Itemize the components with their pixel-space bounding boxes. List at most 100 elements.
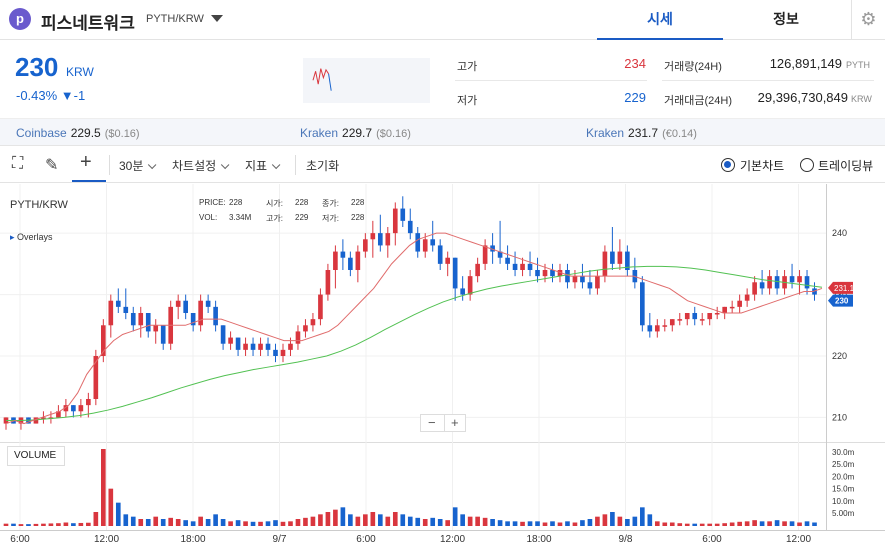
candle-body[interactable] [565, 270, 570, 283]
candle-body[interactable] [602, 251, 608, 277]
candle-body[interactable] [617, 251, 623, 264]
candle-body[interactable] [422, 239, 428, 252]
candle-body[interactable] [430, 239, 436, 246]
candle-body[interactable] [325, 270, 331, 295]
candle-body[interactable] [737, 300, 742, 307]
candle-body[interactable] [490, 245, 495, 252]
candle-body[interactable] [377, 233, 383, 246]
candle-body[interactable] [115, 300, 121, 307]
candle-body[interactable] [759, 282, 765, 289]
reset-button[interactable]: 초기화 [306, 159, 340, 173]
candle-body[interactable] [647, 325, 653, 332]
candle-body[interactable] [310, 319, 316, 326]
chevron-down-icon[interactable] [211, 15, 223, 22]
candle-body[interactable] [71, 405, 76, 412]
indicators-menu[interactable]: 지표 [245, 157, 281, 174]
exchange-item[interactable]: Kraken 229.7 ($0.16) [300, 126, 411, 140]
candle-body[interactable] [744, 294, 750, 301]
exchange-item[interactable]: Coinbase 229.5 ($0.16) [16, 126, 140, 140]
candle-body[interactable] [669, 319, 675, 326]
candle-body[interactable] [145, 313, 151, 332]
candle-body[interactable] [452, 257, 458, 289]
candle-body[interactable] [348, 257, 353, 270]
candle-body[interactable] [56, 411, 61, 418]
candle-body[interactable] [250, 343, 256, 350]
candle-body[interactable] [707, 313, 713, 320]
candle-body[interactable] [33, 417, 39, 424]
volume-toggle[interactable]: VOLUME [7, 446, 65, 466]
candle-body[interactable] [160, 325, 166, 344]
candle-body[interactable] [123, 306, 129, 313]
candle-body[interactable] [767, 276, 772, 289]
candle-body[interactable] [692, 313, 698, 320]
candle-body[interactable] [572, 276, 578, 283]
candle-body[interactable] [774, 276, 780, 289]
candle-body[interactable] [258, 343, 263, 350]
candle-body[interactable] [640, 282, 645, 326]
radio-basic-chart[interactable] [721, 158, 735, 172]
candle-body[interactable] [265, 343, 271, 350]
candle-body[interactable] [722, 306, 727, 313]
candle-body[interactable] [729, 306, 735, 309]
candle-body[interactable] [445, 257, 451, 264]
candle-body[interactable] [595, 276, 600, 289]
coin-name[interactable]: 피스네트워크 [41, 14, 135, 33]
candle-body[interactable] [392, 208, 398, 234]
candle-body[interactable] [797, 276, 802, 283]
candle-body[interactable] [190, 313, 196, 326]
candle-body[interactable] [41, 417, 46, 419]
candle-body[interactable] [527, 263, 533, 270]
candle-body[interactable] [804, 276, 810, 289]
exchange-item[interactable]: Kraken 231.7 (€0.14) [586, 126, 697, 140]
tab-info[interactable]: 정보 [773, 11, 799, 27]
candle-body[interactable] [662, 325, 668, 327]
candle-body[interactable] [213, 306, 218, 326]
candle-body[interactable] [235, 337, 241, 350]
candle-body[interactable] [460, 288, 465, 295]
candle-body[interactable] [153, 325, 159, 332]
gear-icon[interactable]: ⚙ [851, 0, 885, 40]
radio-tradingview[interactable] [800, 158, 814, 172]
candle-body[interactable] [542, 270, 548, 277]
candle-body[interactable] [63, 405, 69, 412]
pencil-icon[interactable]: ✎ [45, 157, 59, 174]
candle-body[interactable] [475, 263, 480, 277]
candle-body[interactable] [243, 343, 248, 350]
candle-body[interactable] [587, 282, 593, 289]
candle-body[interactable] [400, 208, 406, 221]
candle-body[interactable] [505, 257, 510, 264]
candle-body[interactable] [684, 313, 690, 320]
interval-select[interactable]: 30분 [119, 157, 157, 174]
radio-tradingview-label[interactable]: 트레이딩뷰 [818, 159, 874, 173]
candle-body[interactable] [355, 251, 361, 270]
candle-body[interactable] [340, 251, 346, 258]
candle-body[interactable] [303, 325, 308, 332]
overlays-toggle[interactable]: ▸ Overlays [10, 232, 53, 242]
price-chart[interactable]: 210 220 230 240 30.0m 25.0m 20.0m 15.0m 10.0m 5.0… [0, 184, 885, 550]
candle-body[interactable] [108, 300, 114, 326]
candle-body[interactable] [699, 319, 705, 321]
candle-body[interactable] [467, 276, 473, 295]
candle-body[interactable] [130, 313, 136, 326]
candle-body[interactable] [205, 300, 211, 307]
candle-body[interactable] [407, 220, 413, 234]
candle-body[interactable] [183, 300, 188, 313]
candle-body[interactable] [288, 343, 293, 350]
candle-body[interactable] [752, 282, 757, 295]
candle-body[interactable] [415, 233, 421, 252]
candle-body[interactable] [175, 300, 181, 307]
candle-body[interactable] [370, 233, 376, 240]
candle-body[interactable] [557, 270, 563, 277]
candle-body[interactable] [512, 263, 518, 270]
candle-body[interactable] [93, 356, 99, 399]
tab-price[interactable]: 시세 [597, 0, 723, 40]
candle-body[interactable] [580, 276, 585, 283]
candle-body[interactable] [333, 251, 338, 270]
candle-body[interactable] [101, 325, 106, 356]
candle-body[interactable] [138, 313, 144, 326]
chart-settings-menu[interactable]: 차트설정 [172, 157, 230, 174]
candle-body[interactable] [280, 349, 286, 356]
candle-body[interactable] [520, 263, 525, 270]
zoom-in-button[interactable]: + [451, 415, 459, 430]
candle-body[interactable] [78, 405, 84, 412]
